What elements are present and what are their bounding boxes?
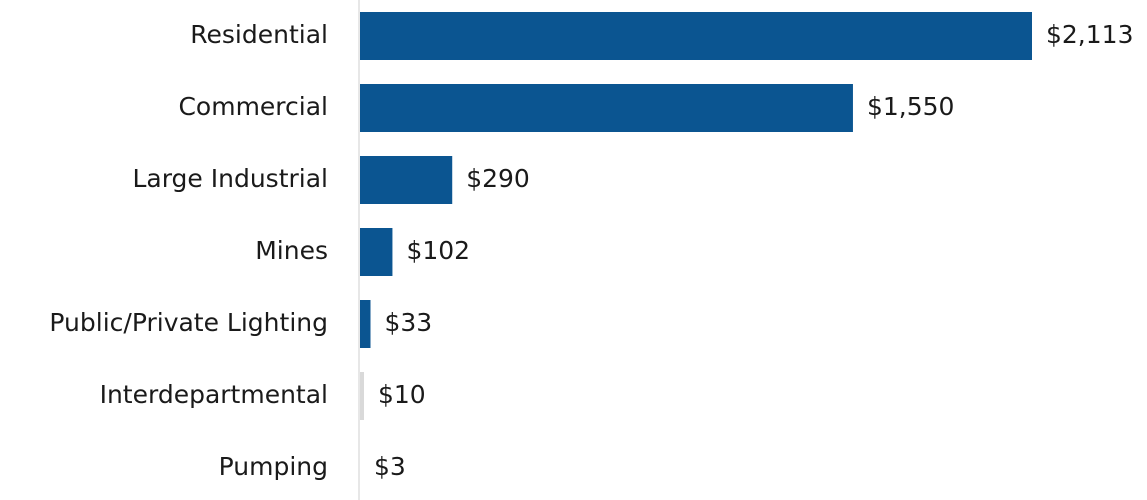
value-label-pumping: $3 bbox=[374, 452, 406, 481]
value-label-public-private-lighting: $33 bbox=[384, 308, 432, 337]
value-label-commercial: $1,550 bbox=[867, 92, 954, 121]
category-label-pumping: Pumping bbox=[219, 452, 328, 481]
bar-interdepartmental bbox=[360, 372, 364, 420]
bars-layer bbox=[360, 12, 1032, 420]
category-label-commercial: Commercial bbox=[178, 92, 328, 121]
value-label-interdepartmental: $10 bbox=[378, 380, 426, 409]
category-label-residential: Residential bbox=[190, 20, 328, 49]
category-label-public-private-lighting: Public/Private Lighting bbox=[49, 308, 328, 337]
bar-residential bbox=[360, 12, 1032, 60]
bar-large-industrial bbox=[360, 156, 453, 204]
category-label-large-industrial: Large Industrial bbox=[132, 164, 328, 193]
category-label-mines: Mines bbox=[255, 236, 328, 265]
bar-public-private-lighting bbox=[360, 300, 371, 348]
bar-commercial bbox=[360, 84, 853, 132]
value-label-mines: $102 bbox=[406, 236, 470, 265]
category-label-interdepartmental: Interdepartmental bbox=[100, 380, 328, 409]
value-label-residential: $2,113 bbox=[1046, 20, 1133, 49]
value-label-large-industrial: $290 bbox=[466, 164, 530, 193]
bar-mines bbox=[360, 228, 393, 276]
labels-layer: Residential $2,113 Commercial $1,550 Large I… bbox=[49, 20, 1133, 481]
